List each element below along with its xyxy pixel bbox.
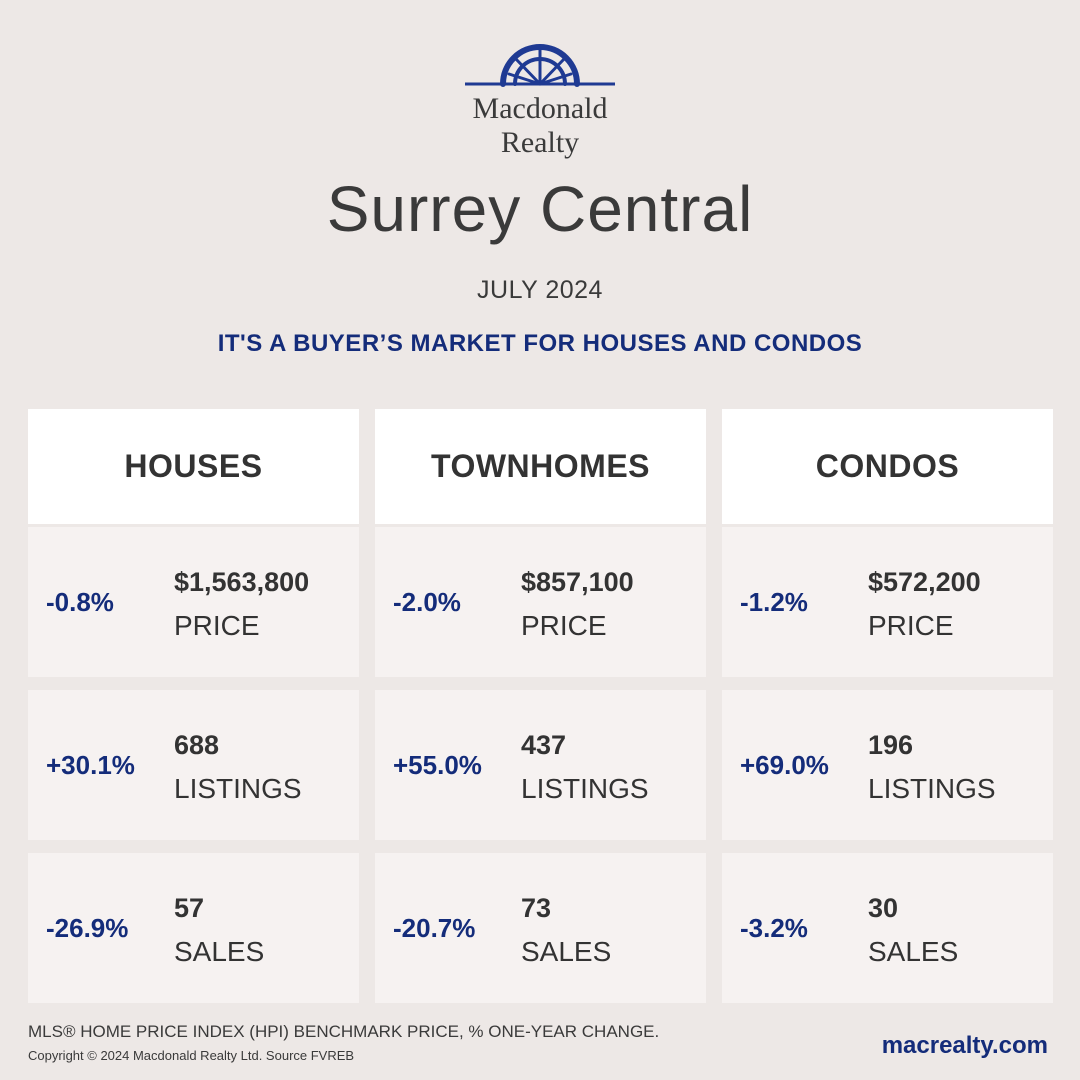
listings-value: 437 [521,730,567,760]
listings-cell: +69.0% 196 LISTINGS [722,690,1053,840]
column-header: TOWNHOMES [375,409,706,524]
price-change: -2.0% [393,586,461,617]
copyright-notice: Copyright © 2024 Macdonald Realty Ltd. S… [28,1048,355,1063]
macdonald-realty-logo: Macdonald Realty [455,40,625,165]
logo-line-1: Macdonald [472,92,608,125]
listings-label: LISTINGS [521,773,649,804]
sales-change: -3.2% [740,912,808,943]
price-label: PRICE [521,610,607,641]
price-change: -0.8% [46,586,114,617]
sales-value: 30 [868,893,899,923]
listings-value: 688 [174,730,220,760]
report-period: JULY 2024 [477,276,603,304]
listings-change: +69.0% [740,749,829,780]
price-label: PRICE [868,610,954,641]
sales-value: 57 [174,893,205,923]
sales-label: SALES [521,936,612,967]
logo-wordmark: Macdonald Realty [455,92,625,160]
listings-change: +30.1% [46,749,135,780]
column-condos: CONDOS -1.2% $572,200 PRICE +69.0% 196 L… [722,409,1053,1003]
column-houses: HOUSES -0.8% $1,563,800 PRICE +30.1% 688… [28,409,359,1003]
website-link[interactable]: macrealty.com [881,1032,1048,1059]
price-cell: -1.2% $572,200 PRICE [722,527,1053,677]
methodology-note: MLS® HOME PRICE INDEX (HPI) BENCHMARK PR… [28,1022,660,1041]
sales-change: -26.9% [46,912,129,943]
column-header: HOUSES [28,409,359,524]
logo-line-2: Realty [500,126,580,159]
sunburst-logo-icon [465,44,615,87]
sales-label: SALES [174,936,265,967]
price-cell: -0.8% $1,563,800 PRICE [28,527,359,677]
price-cell: -2.0% $857,100 PRICE [375,527,706,677]
listings-change: +55.0% [393,749,482,780]
price-change: -1.2% [740,586,808,617]
listings-value: 196 [868,730,914,760]
listings-label: LISTINGS [868,773,996,804]
listings-cell: +55.0% 437 LISTINGS [375,690,706,840]
price-value: $572,200 [868,567,981,597]
column-header: CONDOS [722,409,1053,524]
listings-label: LISTINGS [174,773,302,804]
price-value: $1,563,800 [174,567,310,597]
price-value: $857,100 [521,567,634,597]
market-headline: IT'S A BUYER’S MARKET FOR HOUSES AND CON… [217,330,863,357]
price-label: PRICE [174,610,260,641]
sales-label: SALES [868,936,959,967]
column-townhomes: TOWNHOMES -2.0% $857,100 PRICE +55.0% 43… [375,409,706,1003]
sales-cell: -20.7% 73 SALES [375,853,706,1003]
page-title: Surrey Central [326,173,754,245]
sales-cell: -26.9% 57 SALES [28,853,359,1003]
listings-cell: +30.1% 688 LISTINGS [28,690,359,840]
sales-change: -20.7% [393,912,476,943]
sales-cell: -3.2% 30 SALES [722,853,1053,1003]
sales-value: 73 [521,893,552,923]
